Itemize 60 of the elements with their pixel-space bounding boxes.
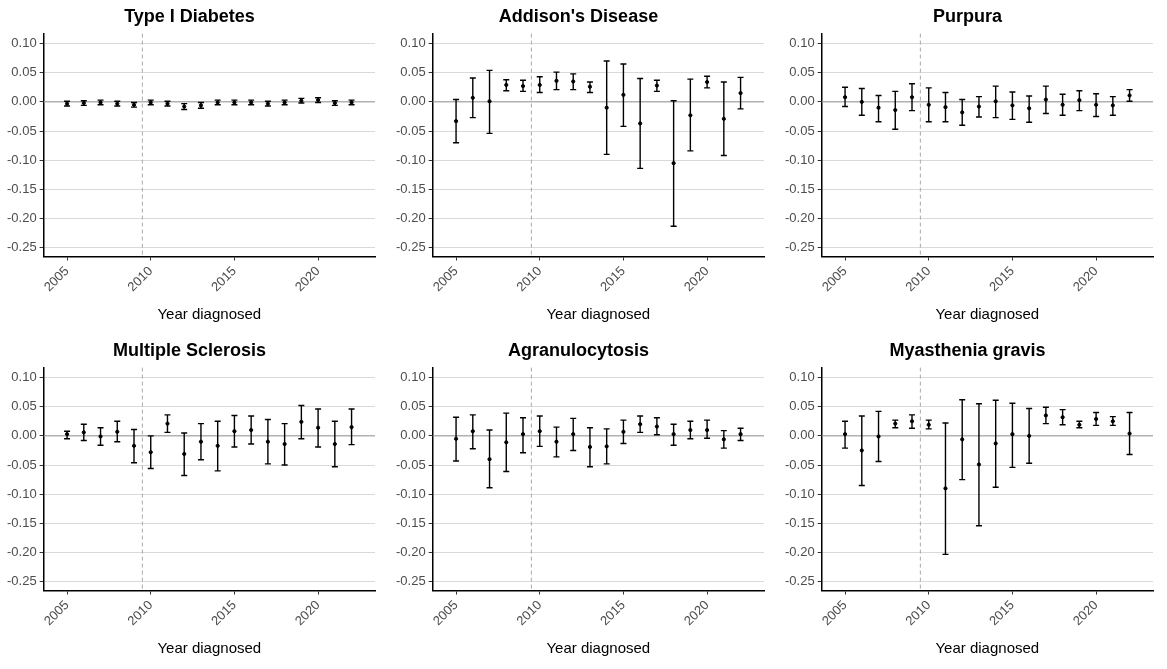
y-tick-label: 0.00 [400,93,426,109]
y-tick-label: -0.15 [395,514,426,530]
x-axis-title: Year diagnosed [546,305,651,323]
y-tick-label: -0.05 [784,456,815,472]
y-tick-label: 0.05 [789,64,815,80]
y-tick-label: -0.15 [6,180,37,196]
y-tick-label: 0.10 [11,369,37,385]
y-tick-label: 0.05 [789,398,815,414]
y-tick-label: -0.20 [6,210,37,226]
y-tick-label: -0.20 [784,210,815,226]
x-axis-title: Year diagnosed [546,639,651,657]
y-tick-label: -0.25 [784,573,815,589]
y-tick-label: -0.10 [784,485,815,501]
x-axis-title: Year diagnosed [935,639,1040,657]
x-axis-title: Year diagnosed [935,305,1040,323]
y-tick-label: -0.20 [395,544,426,560]
chart-title: Type I Diabetes [124,5,255,26]
y-tick-label: -0.25 [6,239,37,255]
y-tick-label: -0.10 [395,485,426,501]
y-tick-label: -0.25 [395,239,426,255]
y-tick-label: -0.20 [784,544,815,560]
y-tick-label: -0.05 [395,456,426,472]
y-tick-label: -0.05 [6,456,37,472]
y-tick-label: 0.05 [400,398,426,414]
y-tick-label: -0.10 [6,485,37,501]
y-tick-label: 0.00 [789,93,815,109]
chart-title: Multiple Sclerosis [112,339,267,360]
y-tick-label: -0.10 [6,151,37,167]
y-tick-label: 0.10 [400,369,426,385]
y-tick-label: 0.05 [11,64,37,80]
y-tick-label: -0.15 [6,514,37,530]
y-tick-label: -0.15 [784,514,815,530]
y-tick-label: 0.05 [11,398,37,414]
x-axis-title: Year diagnosed [157,305,262,323]
y-tick-label: 0.00 [400,427,426,443]
y-tick-label: -0.05 [395,122,426,138]
y-tick-label: 0.10 [789,369,815,385]
y-tick-label: 0.00 [11,93,37,109]
y-tick-label: -0.25 [784,239,815,255]
y-tick-label: -0.10 [395,151,426,167]
y-tick-label: -0.20 [395,210,426,226]
y-tick-label: -0.20 [6,544,37,560]
y-tick-label: -0.25 [6,573,37,589]
y-tick-label: -0.25 [395,573,426,589]
y-tick-label: -0.05 [6,122,37,138]
y-tick-label: 0.10 [789,35,815,51]
y-tick-label: -0.10 [784,151,815,167]
chart-title: Purpura [932,5,1003,26]
x-axis-title: Year diagnosed [157,639,262,657]
y-tick-label: 0.00 [789,427,815,443]
y-tick-label: 0.00 [11,427,37,443]
chart-title: Agranulocytosis [507,339,650,360]
y-tick-label: 0.10 [400,35,426,51]
y-tick-label: -0.15 [395,180,426,196]
y-tick-label: -0.05 [784,122,815,138]
y-tick-label: -0.15 [784,180,815,196]
y-tick-label: 0.05 [400,64,426,80]
chart-title: Addison's Disease [498,5,659,26]
chart-title: Myasthenia gravis [889,339,1046,360]
y-tick-label: 0.10 [11,35,37,51]
